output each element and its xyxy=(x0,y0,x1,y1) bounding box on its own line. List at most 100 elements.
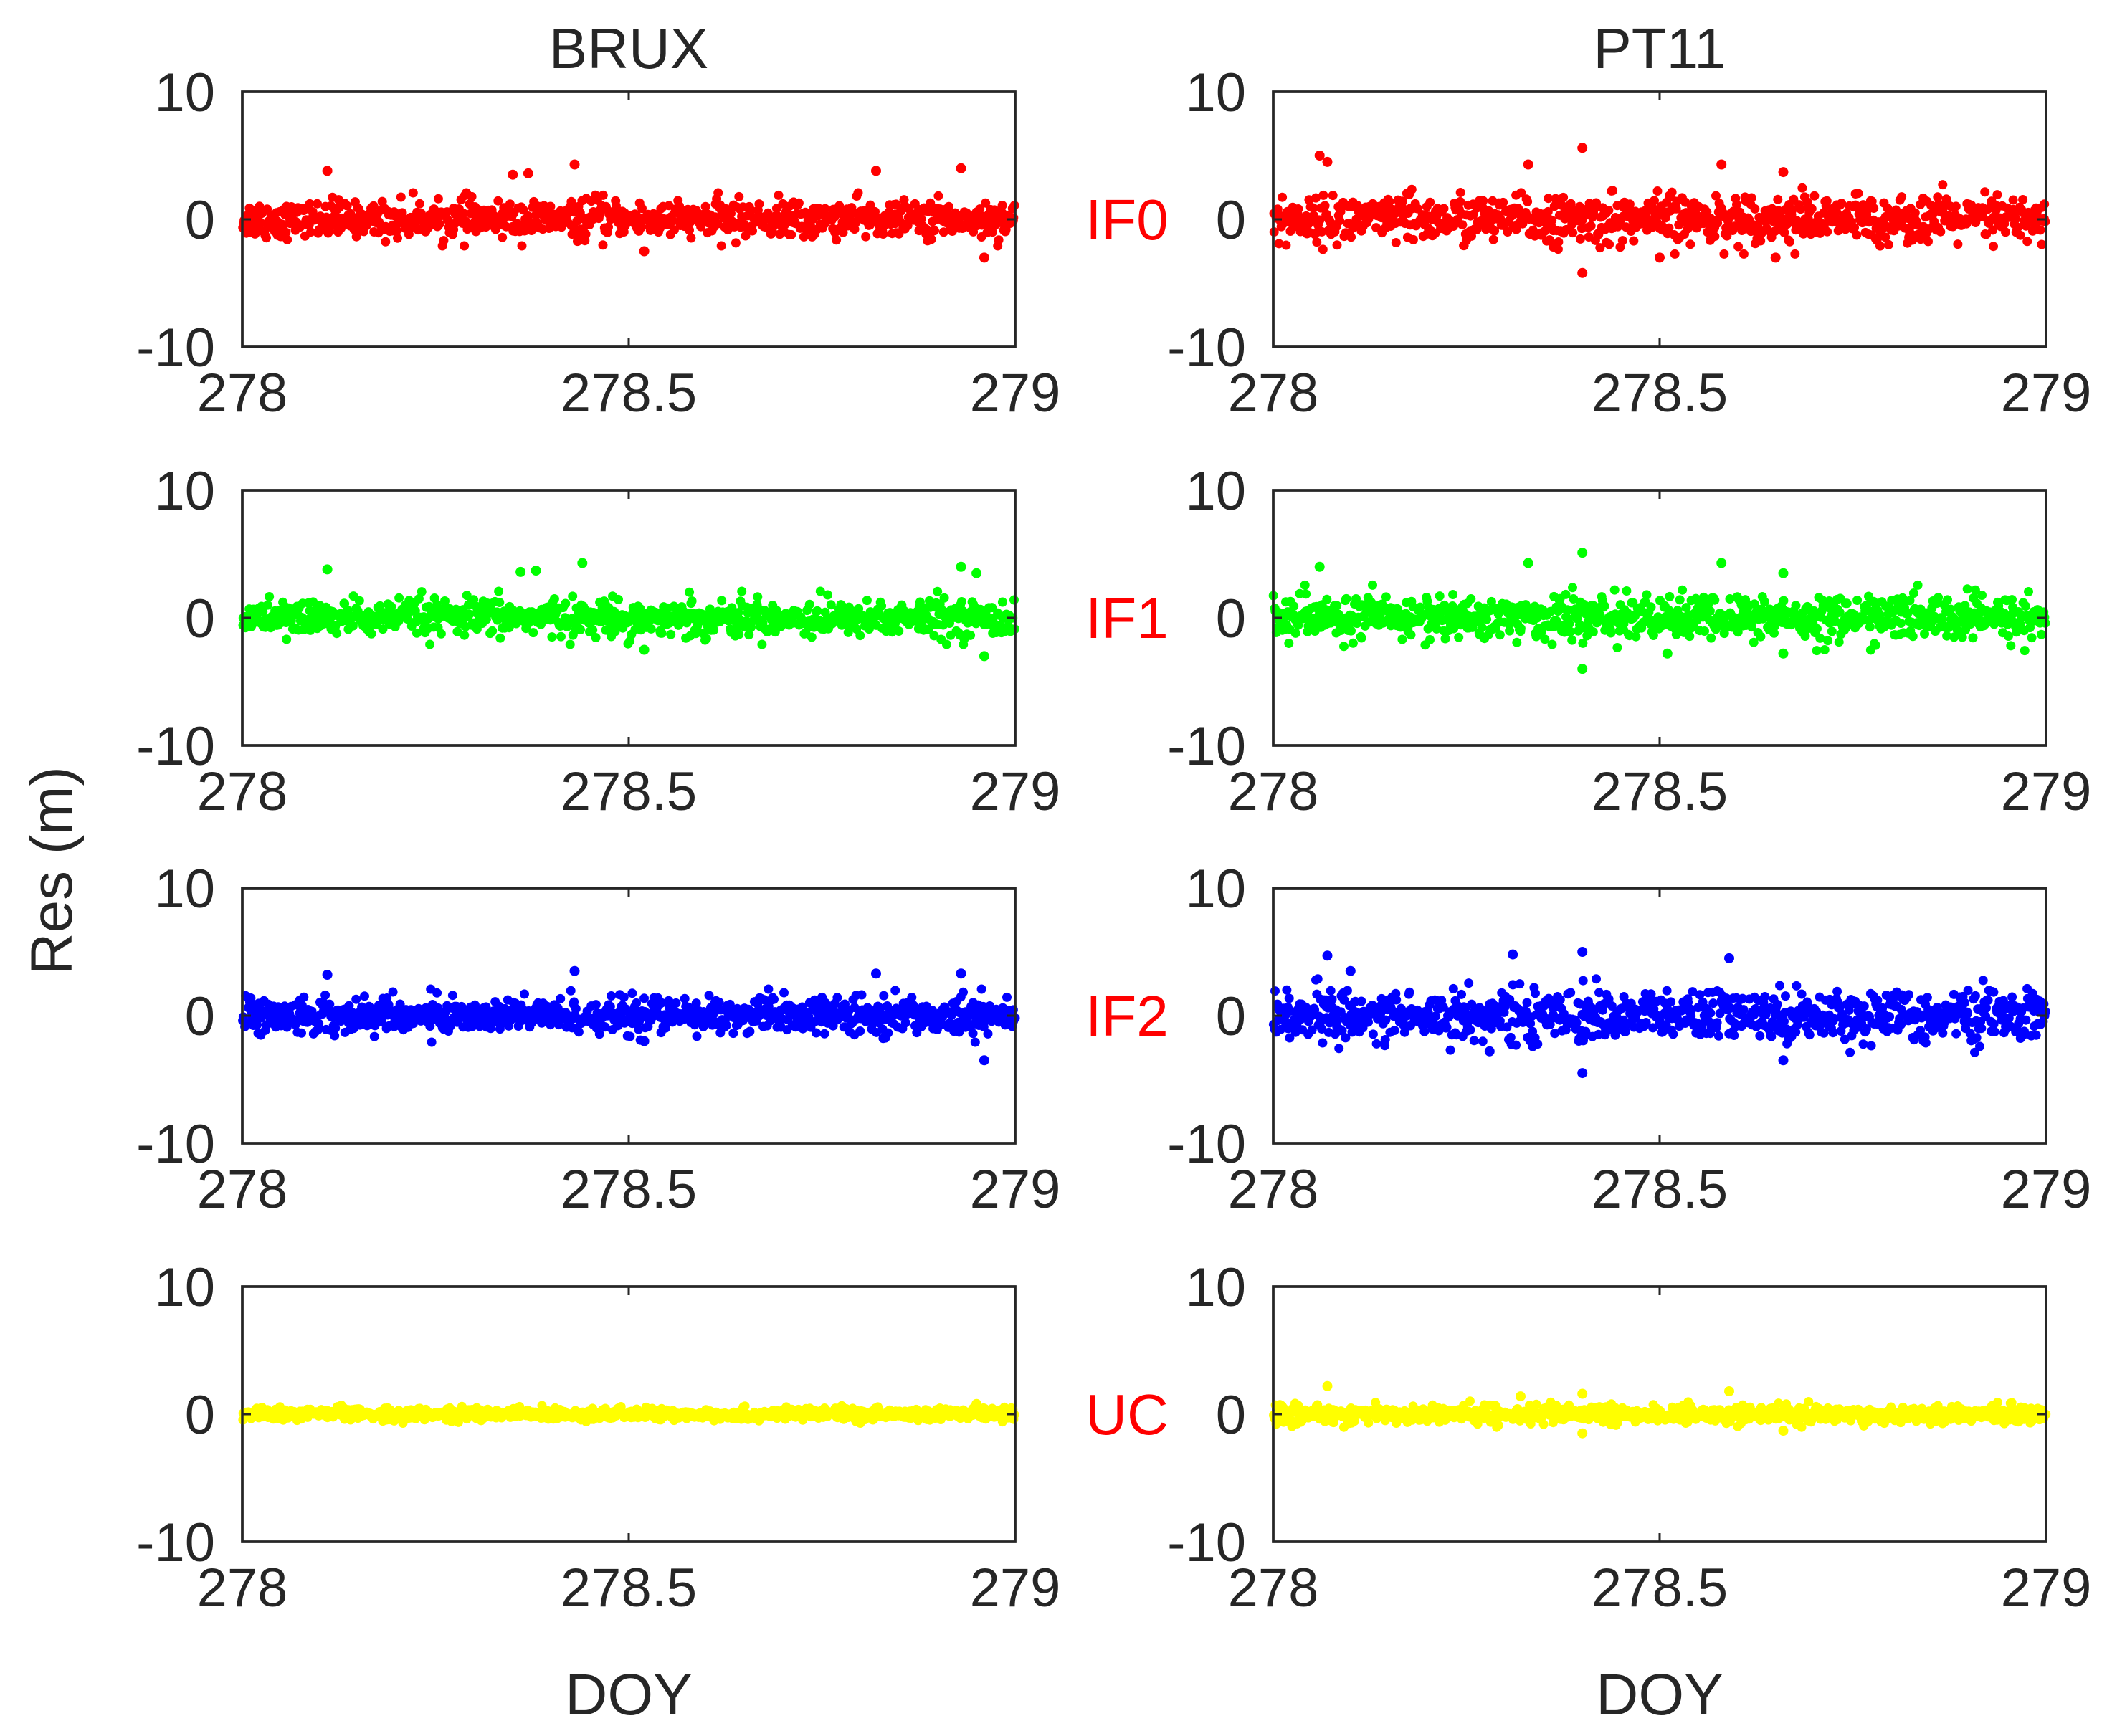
data-point xyxy=(675,619,685,629)
data-point xyxy=(1853,189,1863,199)
data-point xyxy=(1809,191,1820,201)
data-point xyxy=(627,988,637,998)
data-point xyxy=(265,592,275,601)
data-point xyxy=(954,1027,964,1037)
data-point xyxy=(1923,237,1933,247)
data-point xyxy=(2035,225,2045,235)
data-point xyxy=(1346,626,1356,636)
data-point xyxy=(425,1021,435,1031)
data-point xyxy=(764,984,774,994)
data-point xyxy=(2022,237,2032,247)
data-point xyxy=(1769,628,1779,638)
data-point xyxy=(879,991,889,1001)
outlier-point xyxy=(1523,159,1533,170)
data-point xyxy=(753,592,763,602)
data-point xyxy=(1478,1036,1488,1046)
data-point xyxy=(436,629,446,639)
outlier-point xyxy=(1716,159,1727,170)
data-point xyxy=(1415,602,1425,612)
data-point xyxy=(804,599,814,609)
data-point xyxy=(412,628,422,638)
data-point xyxy=(1801,222,1811,232)
data-point xyxy=(452,626,462,636)
data-point xyxy=(981,198,991,208)
data-point xyxy=(342,201,352,211)
data-point xyxy=(1308,203,1318,213)
data-point xyxy=(717,596,727,606)
data-point xyxy=(591,633,601,642)
data-point xyxy=(1671,204,1681,214)
data-point xyxy=(682,618,692,628)
data-point xyxy=(325,999,335,1009)
outlier-point xyxy=(1577,664,1588,674)
y-tick-label: -10 xyxy=(1167,716,1246,777)
data-point xyxy=(258,607,268,617)
data-point xyxy=(1281,240,1291,250)
data-point xyxy=(414,593,424,604)
data-point xyxy=(1823,636,1833,646)
data-point xyxy=(1290,628,1300,638)
data-point xyxy=(591,1000,601,1010)
data-point xyxy=(574,1027,584,1037)
data-point xyxy=(1335,216,1345,226)
data-point xyxy=(646,624,656,634)
data-point xyxy=(1760,597,1769,607)
data-point xyxy=(1787,205,1797,215)
data-point xyxy=(1533,1039,1543,1049)
data-point xyxy=(571,1003,581,1014)
data-point xyxy=(1477,623,1487,632)
data-point xyxy=(997,597,1007,607)
data-point xyxy=(737,586,747,596)
data-point xyxy=(728,1029,738,1039)
data-point xyxy=(1884,239,1893,249)
x-tick-label: 278 xyxy=(1228,363,1319,424)
data-point xyxy=(1322,594,1332,604)
data-point xyxy=(692,1031,702,1041)
data-point xyxy=(1609,585,1620,595)
data-point xyxy=(526,226,536,235)
data-point xyxy=(351,232,361,242)
y-tick-label: 0 xyxy=(1216,588,1246,649)
data-point xyxy=(926,234,936,244)
data-point xyxy=(1406,630,1416,640)
data-point xyxy=(1568,228,1578,238)
data-point xyxy=(1313,974,1323,984)
data-point xyxy=(929,631,939,641)
data-point xyxy=(1946,604,1956,614)
data-point xyxy=(1381,592,1391,602)
data-point xyxy=(351,994,361,1004)
data-point xyxy=(1862,600,1872,610)
y-tick-label: -10 xyxy=(136,318,215,378)
data-point xyxy=(439,236,449,246)
data-point xyxy=(823,590,832,600)
y-tick-label: 0 xyxy=(1216,190,1246,251)
data-point xyxy=(938,227,948,237)
outlier-point xyxy=(639,1036,650,1046)
data-point xyxy=(561,598,571,609)
data-point xyxy=(700,201,710,211)
data-point xyxy=(2013,222,2022,232)
data-point xyxy=(907,993,917,1002)
data-point xyxy=(576,625,585,634)
data-point xyxy=(709,625,719,635)
data-point xyxy=(1346,232,1356,242)
data-point xyxy=(1779,228,1789,237)
data-point xyxy=(1543,206,1553,216)
data-point xyxy=(1301,589,1311,599)
data-point xyxy=(1934,593,1944,603)
data-point xyxy=(1547,639,1557,649)
data-point xyxy=(1559,192,1569,202)
data-point xyxy=(2008,195,2018,205)
data-point xyxy=(549,594,559,604)
data-point xyxy=(391,226,401,236)
data-point xyxy=(680,993,690,1003)
data-point xyxy=(1511,611,1521,621)
data-point xyxy=(397,208,407,218)
data-point xyxy=(953,614,964,624)
data-point xyxy=(1830,616,1840,626)
data-point xyxy=(1328,191,1338,201)
data-point xyxy=(2040,199,2050,209)
data-point xyxy=(417,587,427,597)
